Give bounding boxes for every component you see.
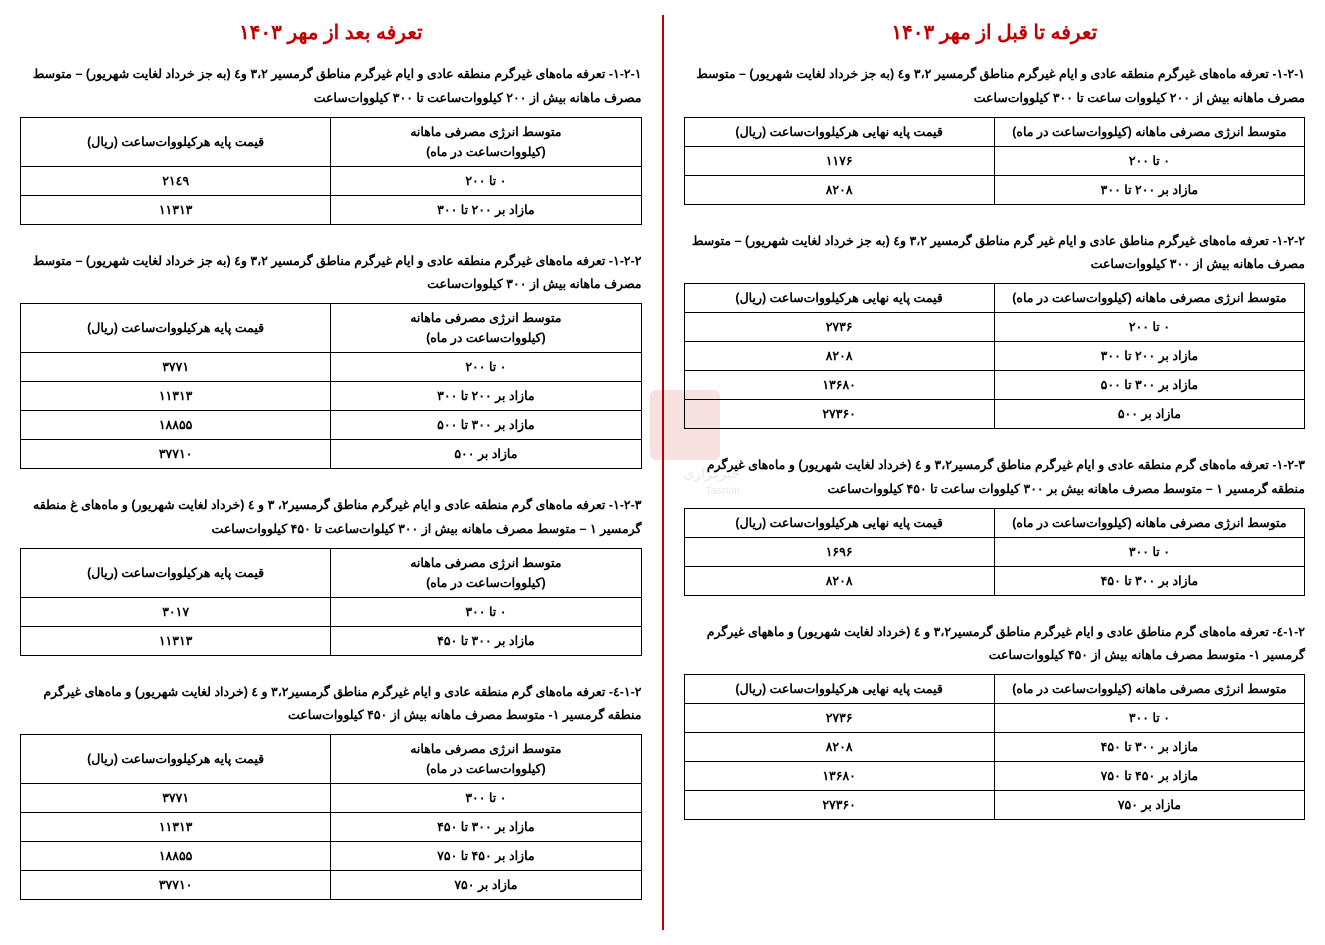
- vertical-divider: [662, 15, 664, 930]
- table-row: مازاد بر ۳۰۰ تا ۴۵۰۸۲۰۸: [684, 733, 1305, 762]
- title-before: تعرفه تا قبل از مهر ۱۴۰۳: [684, 20, 1306, 45]
- section-l1: ۱-۲-۱- تعرفه ماه‌های غیرگرم منطقه عادی و…: [20, 63, 642, 225]
- caption-r2: ۱-۲-۲- تعرفه ماه‌های غیرگرم مناطق عادی و…: [684, 230, 1306, 278]
- th-energy: متوسط انرژی مصرفی ماهانه (کیلووات‌ساعت د…: [994, 284, 1304, 313]
- table-l2: متوسط انرژی مصرفی ماهانه(کیلووات‌ساعت در…: [20, 303, 642, 469]
- table-r4: متوسط انرژی مصرفی ماهانه (کیلووات‌ساعت د…: [684, 674, 1306, 820]
- table-row: ۰ تا ۳۰۰۲۷۳۶: [684, 704, 1305, 733]
- table-l1: متوسط انرژی مصرفی ماهانه(کیلووات‌ساعت در…: [20, 117, 642, 225]
- table-row: مازاد بر ۳۰۰ تا ۴۵۰۸۲۰۸: [684, 566, 1305, 595]
- table-row: ۰ تا ۳۰۰۳۰۱۷: [21, 597, 642, 626]
- th-energy: متوسط انرژی مصرفی ماهانه(کیلووات‌ساعت در…: [331, 548, 641, 597]
- table-row: مازاد بر ۵۰۰۲۷۳۶۰: [684, 400, 1305, 429]
- caption-l3: ۱-۲-۳- تعرفه ماه‌های گرم منطقه عادی و ای…: [20, 494, 642, 542]
- table-row: مازاد بر ۳۰۰ تا ۵۰۰۱۳۶۸۰: [684, 371, 1305, 400]
- th-energy: متوسط انرژی مصرفی ماهانه(کیلووات‌ساعت در…: [331, 117, 641, 166]
- th-price: قیمت پایه هرکیلووات‌ساعت (ریال): [21, 304, 331, 353]
- section-l2: ۱-۲-۲- تعرفه ماه‌های غیرگرم منطقه عادی و…: [20, 250, 642, 470]
- th-energy: متوسط انرژی مصرفی ماهانه(کیلووات‌ساعت در…: [331, 304, 641, 353]
- table-r3: متوسط انرژی مصرفی ماهانه (کیلووات‌ساعت د…: [684, 508, 1306, 596]
- caption-l1: ۱-۲-۱- تعرفه ماه‌های غیرگرم منطقه عادی و…: [20, 63, 642, 111]
- caption-r3: ۱-۲-۳- تعرفه ماه‌های گرم منطقه عادی و ای…: [684, 454, 1306, 502]
- table-row: مازاد بر ۷۵۰۳۷۷۱۰: [21, 871, 642, 900]
- table-row: ۰ تا ۳۰۰۱۶۹۶: [684, 537, 1305, 566]
- caption-r4: ۱-۲-٤- تعرفه ماه‌های گرم مناطق عادی و ای…: [684, 621, 1306, 669]
- th-energy: متوسط انرژی مصرفی ماهانه(کیلووات‌ساعت در…: [331, 735, 641, 784]
- section-r3: ۱-۲-۳- تعرفه ماه‌های گرم منطقه عادی و ای…: [684, 454, 1306, 596]
- th-price: قیمت پایه هرکیلووات‌ساعت (ریال): [21, 117, 331, 166]
- th-price: قیمت پایه نهایی هرکیلووات‌ساعت (ریال): [684, 117, 994, 146]
- section-r1: ۱-۲-۱- تعرفه ماه‌های غیرگرم منطقه عادی و…: [684, 63, 1306, 205]
- table-row: مازاد بر ۷۵۰۲۷۳۶۰: [684, 791, 1305, 820]
- table-row: ۰ تا ۳۰۰۳۷۷۱: [21, 784, 642, 813]
- section-l3: ۱-۲-۳- تعرفه ماه‌های گرم منطقه عادی و ای…: [20, 494, 642, 656]
- table-row: ۰ تا ۲۰۰۲۷۳۶: [684, 313, 1305, 342]
- title-after: تعرفه بعد از مهر ۱۴۰۳: [20, 20, 642, 45]
- table-l3: متوسط انرژی مصرفی ماهانه(کیلووات‌ساعت در…: [20, 548, 642, 656]
- table-row: مازاد بر ۳۰۰ تا ۴۵۰۱۱۳۱۳: [21, 626, 642, 655]
- th-price: قیمت پایه نهایی هرکیلووات‌ساعت (ریال): [684, 508, 994, 537]
- table-row: مازاد بر ۳۰۰ تا ۵۰۰۱۸۸۵۵: [21, 411, 642, 440]
- table-r1: متوسط انرژی مصرفی ماهانه (کیلووات‌ساعت د…: [684, 117, 1306, 205]
- th-price: قیمت پایه نهایی هرکیلووات‌ساعت (ریال): [684, 675, 994, 704]
- section-r4: ۱-۲-٤- تعرفه ماه‌های گرم مناطق عادی و ای…: [684, 621, 1306, 821]
- caption-l4: ۱-۲-٤- تعرفه ماه‌های گرم منطقه عادی و ای…: [20, 681, 642, 729]
- th-price: قیمت پایه هرکیلووات‌ساعت (ریال): [21, 735, 331, 784]
- table-row: مازاد بر ۲۰۰ تا ۳۰۰۸۲۰۸: [684, 175, 1305, 204]
- table-row: مازاد بر ۴۵۰ تا ۷۵۰۱۸۸۵۵: [21, 842, 642, 871]
- table-row: ۰ تا ۲۰۰۳۷۷۱: [21, 353, 642, 382]
- th-energy: متوسط انرژی مصرفی ماهانه (کیلووات‌ساعت د…: [994, 675, 1304, 704]
- column-before: تعرفه تا قبل از مهر ۱۴۰۳ ۱-۲-۱- تعرفه ما…: [664, 0, 1325, 945]
- th-price: قیمت پایه نهایی هرکیلووات‌ساعت (ریال): [684, 284, 994, 313]
- table-row: مازاد بر ۳۰۰ تا ۴۵۰۱۱۳۱۳: [21, 813, 642, 842]
- table-l4: متوسط انرژی مصرفی ماهانه(کیلووات‌ساعت در…: [20, 734, 642, 900]
- caption-l2: ۱-۲-۲- تعرفه ماه‌های غیرگرم منطقه عادی و…: [20, 250, 642, 298]
- page: تعرفه تا قبل از مهر ۱۴۰۳ ۱-۲-۱- تعرفه ما…: [0, 0, 1325, 945]
- table-row: ۰ تا ۲۰۰۱۱۷۶: [684, 146, 1305, 175]
- table-r2: متوسط انرژی مصرفی ماهانه (کیلووات‌ساعت د…: [684, 283, 1306, 429]
- caption-r1: ۱-۲-۱- تعرفه ماه‌های غیرگرم منطقه عادی و…: [684, 63, 1306, 111]
- column-after: تعرفه بعد از مهر ۱۴۰۳ ۱-۲-۱- تعرفه ماه‌ه…: [0, 0, 662, 945]
- th-price: قیمت پایه هرکیلووات‌ساعت (ریال): [21, 548, 331, 597]
- table-row: ۰ تا ۲۰۰۲۱٤۹: [21, 166, 642, 195]
- th-energy: متوسط انرژی مصرفی ماهانه (کیلووات‌ساعت د…: [994, 508, 1304, 537]
- table-row: مازاد بر ۲۰۰ تا ۳۰۰۱۱۳۱۳: [21, 382, 642, 411]
- section-r2: ۱-۲-۲- تعرفه ماه‌های غیرگرم مناطق عادی و…: [684, 230, 1306, 430]
- th-energy: متوسط انرژی مصرفی ماهانه (کیلووات‌ساعت د…: [994, 117, 1304, 146]
- table-row: مازاد بر ۲۰۰ تا ۳۰۰۸۲۰۸: [684, 342, 1305, 371]
- table-row: مازاد بر ۴۵۰ تا ۷۵۰۱۳۶۸۰: [684, 762, 1305, 791]
- section-l4: ۱-۲-٤- تعرفه ماه‌های گرم منطقه عادی و ای…: [20, 681, 642, 901]
- table-row: مازاد بر ۲۰۰ تا ۳۰۰۱۱۳۱۳: [21, 195, 642, 224]
- table-row: مازاد بر ۵۰۰۳۷۷۱۰: [21, 440, 642, 469]
